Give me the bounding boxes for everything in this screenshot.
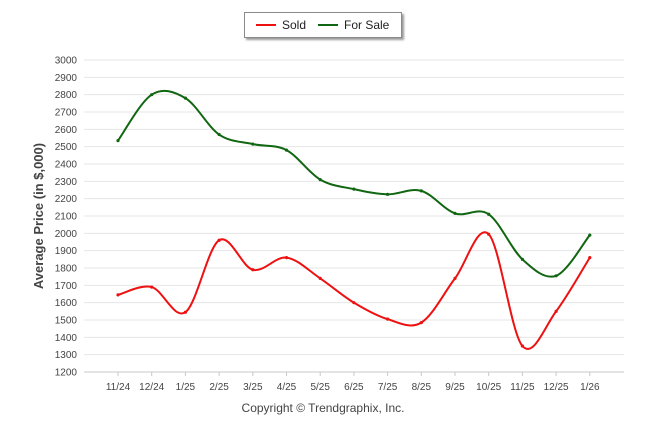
x-tick-label: 9/25: [445, 382, 465, 393]
copyright-footer: Copyright © Trendgraphix, Inc.: [241, 401, 405, 415]
y-axis-label: Average Price (in $,000): [31, 143, 46, 289]
x-tick-label: 1/25: [176, 382, 196, 393]
x-tick-label: 5/25: [310, 382, 330, 393]
x-tick-label: 3/25: [243, 382, 263, 393]
data-point-sold: [217, 238, 221, 242]
data-point-for-sale: [554, 274, 558, 278]
y-tick-label: 1400: [55, 333, 78, 344]
x-tick-labels: 11/24 12/24 1/25 2/25 3/25 4/25 5/25 6/25 7/25 8/…: [106, 372, 600, 393]
data-point-sold: [318, 276, 322, 280]
data-point-for-sale: [284, 148, 289, 152]
legend-swatch-sold: [256, 24, 276, 26]
y-tick-label: 1900: [55, 246, 78, 257]
y-tick-label: 1300: [55, 350, 78, 361]
data-point-sold: [554, 309, 558, 313]
y-tick-label: 2800: [55, 90, 78, 101]
data-point-sold: [284, 256, 289, 260]
y-tick-label: 2700: [55, 108, 78, 119]
legend-swatch-for-sale: [318, 24, 338, 26]
y-tick-label: 2500: [55, 142, 78, 153]
y-tick-label: 1800: [55, 264, 78, 275]
data-point-sold: [116, 293, 120, 297]
grid-lines: [84, 59, 624, 373]
legend-label-for-sale: For Sale: [344, 18, 390, 32]
data-point-for-sale: [520, 257, 525, 261]
series-line-sold: [117, 231, 591, 350]
x-tick-label: 11/25: [510, 382, 535, 393]
y-tick-label: 2200: [55, 194, 78, 205]
x-tick-label: 12/25: [544, 382, 569, 393]
data-point-sold: [386, 317, 390, 321]
x-tick-label: 8/25: [412, 382, 432, 393]
data-point-sold: [588, 256, 592, 260]
series-line-for-sale: [117, 89, 591, 278]
y-tick-label: 2400: [55, 160, 78, 171]
y-tick-label: 2100: [55, 212, 78, 223]
y-tick-label: 1700: [55, 281, 78, 292]
x-tick-label: 11/24: [106, 382, 131, 393]
data-point-for-sale: [251, 142, 255, 146]
data-point-for-sale: [352, 187, 356, 191]
x-tick-label: 12/24: [139, 382, 164, 393]
data-point-for-sale: [150, 93, 154, 97]
y-tick-label: 2600: [55, 125, 78, 136]
data-point-for-sale: [453, 211, 457, 215]
x-tick-label: 2/25: [209, 382, 229, 393]
x-tick-label: 7/25: [378, 382, 398, 393]
data-point-for-sale: [217, 132, 221, 137]
data-point-sold: [419, 321, 423, 325]
data-point-for-sale: [386, 192, 390, 196]
x-tick-label: 4/25: [277, 382, 297, 393]
series-lines: [116, 89, 592, 350]
data-point-sold: [352, 301, 356, 305]
y-tick-label: 2900: [55, 73, 78, 84]
y-tick-label: 1200: [55, 368, 78, 379]
legend: Sold For Sale: [244, 12, 402, 38]
x-tick-label: 1/26: [580, 382, 600, 393]
legend-label-sold: Sold: [282, 18, 307, 32]
y-tick-labels: 1200 1300 1400 1500 1600 1700 1800 1900 2000 2100…: [55, 56, 78, 379]
y-tick-label: 1600: [55, 298, 78, 309]
data-point-for-sale: [419, 189, 423, 193]
data-point-sold: [487, 232, 491, 236]
data-point-for-sale: [318, 178, 322, 182]
data-point-for-sale: [487, 212, 491, 216]
y-tick-label: 1500: [55, 316, 78, 327]
data-point-sold: [183, 310, 187, 314]
data-point-sold: [520, 344, 525, 348]
x-tick-label: 10/25: [476, 382, 501, 393]
data-point-sold: [251, 268, 255, 272]
data-point-for-sale: [183, 96, 187, 100]
y-tick-label: 2000: [55, 229, 78, 240]
data-point-for-sale: [116, 139, 120, 143]
x-tick-label: 6/25: [344, 382, 364, 393]
data-point-for-sale: [588, 233, 592, 237]
y-tick-label: 2300: [55, 177, 78, 188]
data-point-sold: [150, 285, 154, 289]
data-point-sold: [453, 276, 457, 280]
y-tick-label: 3000: [55, 56, 78, 67]
